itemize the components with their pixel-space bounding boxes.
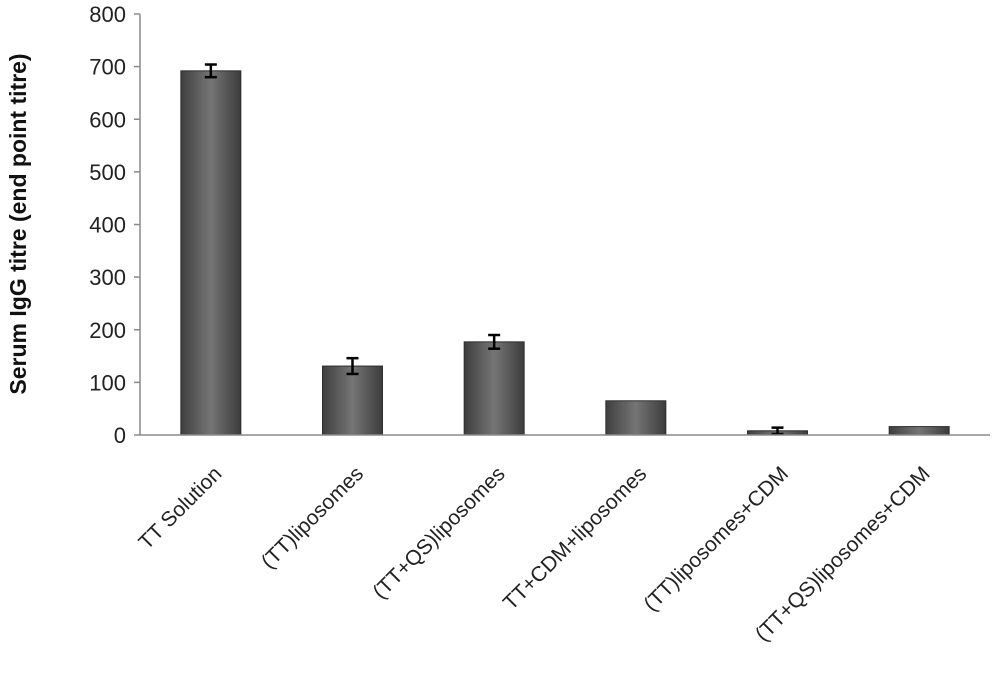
bar (180, 70, 242, 436)
y-tick-label: 400 (89, 213, 126, 238)
bars (180, 70, 950, 436)
bar (463, 341, 525, 436)
x-category-label: (TT)liposomes (257, 462, 368, 573)
y-tick-label: 600 (89, 107, 126, 132)
y-tick-label: 100 (89, 370, 126, 395)
y-axis-ticks: 0 100 200 300 400 500 600 700 800 (89, 2, 140, 448)
y-tick-label: 300 (89, 265, 126, 290)
x-category-label: (TT)liposomes+CDM (639, 462, 793, 616)
bar (322, 365, 383, 436)
x-category-label: (TT+QS)liposomes (368, 462, 509, 603)
y-axis-title: Serum IgG titre (end point titre) (5, 53, 31, 394)
y-tick-label: 700 (89, 55, 126, 80)
category-labels: TT Solution (TT)liposomes (TT+QS)liposomes… (134, 462, 934, 646)
error-bars (204, 63, 784, 436)
y-tick-label: 800 (89, 2, 126, 27)
bar (888, 426, 950, 436)
x-category-label: TT+CDM+liposomes (499, 462, 651, 614)
x-category-label: TT Solution (134, 462, 226, 554)
y-tick-label: 500 (89, 160, 126, 185)
y-tick-label: 0 (114, 423, 126, 448)
y-tick-label: 200 (89, 318, 126, 343)
bar (605, 400, 667, 436)
